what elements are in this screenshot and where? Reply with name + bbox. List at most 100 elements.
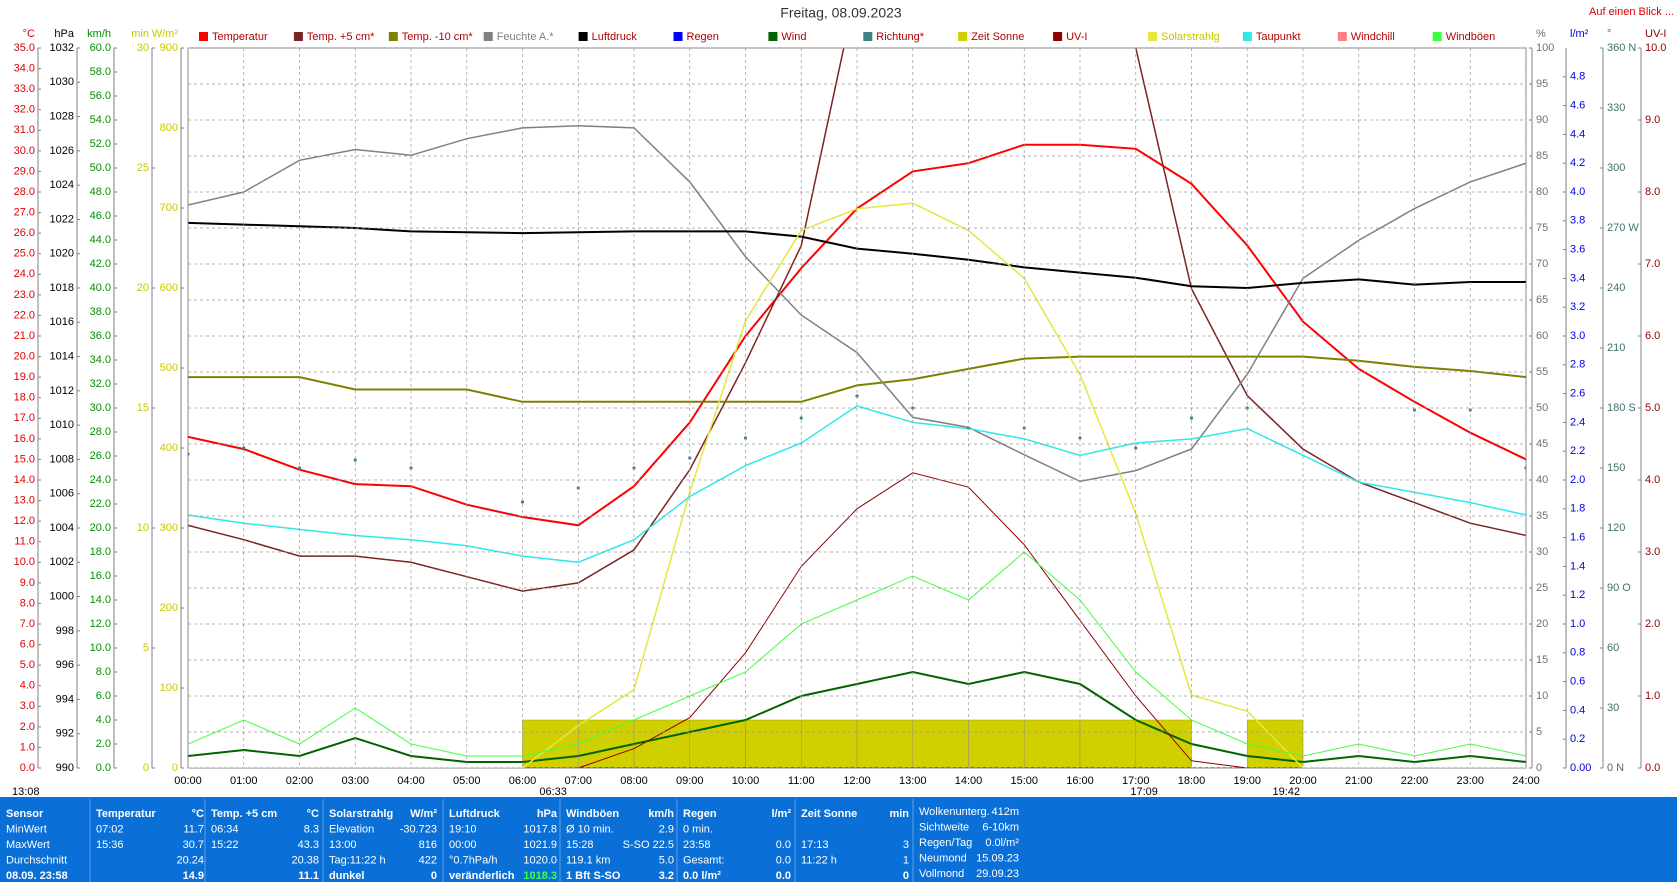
y-tick-label: 40 [1536, 474, 1548, 486]
legend-label: Richtung* [876, 31, 924, 43]
x-tick-label: 08:00 [620, 775, 648, 787]
table-cell: 11.1 [298, 870, 319, 882]
y-tick-label: 2.0 [1570, 474, 1585, 486]
x-tick-label: 20:00 [1289, 775, 1317, 787]
y-tick-label: 6.0 [1645, 330, 1660, 342]
y-tick-label: 4.2 [1570, 157, 1585, 169]
y-tick-label: 996 [56, 659, 74, 671]
y-tick-label: 1008 [50, 453, 74, 465]
y-tick-label: 1.8 [1570, 503, 1585, 515]
table-cell: 5.0 [659, 854, 674, 866]
y-tick-label: 28.0 [14, 186, 35, 198]
direction-dot [1134, 446, 1138, 450]
y-tick-label: 4.0 [96, 714, 111, 726]
y-tick-label: 70 [1536, 258, 1548, 270]
y-tick-label: 990 [56, 762, 74, 774]
y-tick-label: 4.8 [1570, 71, 1585, 83]
table-cell: 19:10 [449, 823, 477, 835]
legend-label: Windböen [1446, 31, 1496, 43]
x-tick-label: 07:00 [564, 775, 592, 787]
y-tick-label: 17.0 [14, 412, 35, 424]
sun-bar [856, 719, 913, 768]
y-tick-label: 0.00 [1570, 762, 1591, 774]
y-tick-label: 1014 [50, 350, 74, 362]
sun-bar [968, 719, 1025, 768]
sun-bar [912, 719, 969, 768]
table-cell: 2.9 [659, 823, 674, 835]
table-cell: dunkel [329, 870, 364, 882]
y-tick-label: 52.0 [90, 138, 111, 150]
y-tick-label: 330 [1607, 102, 1625, 114]
legend-swatch [199, 32, 208, 41]
x-tick-label: 06:00 [509, 775, 537, 787]
y-tick-label: 2.0 [20, 721, 35, 733]
y-tick-label: 1.0 [1570, 618, 1585, 630]
y-tick-label: 55 [1536, 366, 1548, 378]
y-tick-label: 1.4 [1570, 560, 1585, 572]
y-tick-label: 120 [1607, 522, 1625, 534]
y-tick-label: 4.0 [1570, 186, 1585, 198]
table-cell: 0.0 [776, 870, 791, 882]
y-tick-label: 15 [1536, 654, 1548, 666]
chart-title: Freitag, 08.09.2023 [780, 5, 902, 21]
y-tick-label: 14.0 [90, 594, 111, 606]
table-cell: 20.24 [176, 854, 204, 866]
table-cell: 23:58 [683, 839, 711, 851]
y-tick-label: 10.0 [90, 642, 111, 654]
table-cell: °C [307, 808, 319, 820]
table-cell: 30.7 [183, 839, 204, 851]
table-cell: Vollmond [919, 868, 964, 880]
y-tick-label: 12.0 [90, 618, 111, 630]
y-tick-label: 0.8 [1570, 647, 1585, 659]
table-cell: 11.7 [183, 823, 204, 835]
table-cell: °C [192, 808, 204, 820]
y-tick-label: 28.0 [90, 426, 111, 438]
legend-swatch [483, 32, 493, 41]
y-tick-label: 100 [160, 682, 178, 694]
axis-title: km/h [87, 28, 111, 40]
axis-title: W/m² [152, 28, 179, 40]
table-cell: 1 [903, 854, 909, 866]
y-tick-label: 210 [1607, 342, 1625, 354]
y-tick-label: 1.0 [20, 741, 35, 753]
y-tick-label: 50.0 [90, 162, 111, 174]
y-tick-label: 9.0 [20, 577, 35, 589]
y-tick-label: 300 [160, 522, 178, 534]
x-tick-label: 04:00 [397, 775, 425, 787]
y-tick-label: 95 [1536, 78, 1548, 90]
y-tick-label: 20 [1536, 618, 1548, 630]
y-tick-label: 994 [56, 693, 74, 705]
table-cell: 0.0 [776, 839, 791, 851]
y-tick-label: 42.0 [90, 258, 111, 270]
y-tick-label: 20 [137, 282, 149, 294]
y-tick-label: 2.8 [1570, 359, 1585, 371]
table-cell: 15:36 [96, 839, 124, 851]
time-mark: 06:33 [539, 786, 567, 798]
y-tick-label: 54.0 [90, 114, 111, 126]
y-tick-label: 60.0 [90, 42, 111, 54]
y-tick-label: 35.0 [14, 42, 35, 54]
corner-link[interactable]: Auf einen Blick ... [1589, 6, 1674, 18]
x-tick-label: 22:00 [1401, 775, 1429, 787]
y-tick-label: 1030 [50, 76, 74, 88]
legend-label: Windchill [1351, 31, 1395, 43]
table-cell: 3 [903, 839, 909, 851]
y-tick-label: 5.0 [20, 659, 35, 671]
y-tick-label: 1012 [50, 385, 74, 397]
sun-bar [689, 719, 746, 768]
y-tick-label: 150 [1607, 462, 1625, 474]
y-tick-label: 13.0 [14, 494, 35, 506]
table-cell: -30.723 [400, 823, 437, 835]
y-tick-label: 14.0 [14, 474, 35, 486]
y-tick-label: 40.0 [90, 282, 111, 294]
y-tick-label: 80 [1536, 186, 1548, 198]
table-cell: km/h [648, 808, 674, 820]
stats-panel [0, 797, 1677, 882]
x-tick-label: 19:00 [1233, 775, 1261, 787]
legend-label: Regen [687, 31, 719, 43]
series-line [188, 48, 1526, 592]
table-cell: min [889, 808, 909, 820]
y-tick-label: 6.0 [20, 638, 35, 650]
y-tick-label: 8.0 [20, 597, 35, 609]
